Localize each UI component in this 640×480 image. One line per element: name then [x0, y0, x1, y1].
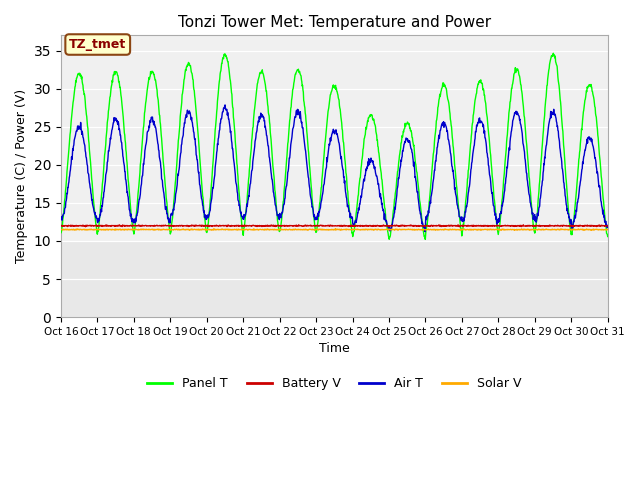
Air T — [421, 228, 429, 234]
Battery V — [420, 223, 428, 229]
Solar V — [491, 227, 499, 232]
Air T — [179, 135, 186, 141]
Battery V — [604, 223, 612, 229]
Solar V — [540, 227, 547, 233]
Air T — [540, 168, 547, 173]
Battery V — [82, 224, 90, 229]
Panel T — [419, 226, 427, 232]
Battery V — [492, 223, 499, 229]
Battery V — [179, 224, 187, 229]
Air T — [420, 224, 428, 230]
Panel T — [491, 201, 499, 207]
Panel T — [604, 234, 612, 240]
Solar V — [420, 227, 428, 233]
Solar V — [332, 226, 339, 231]
Air T — [240, 212, 248, 217]
Bar — [61, 241, 608, 317]
Line: Battery V: Battery V — [61, 225, 608, 227]
Solar V — [240, 227, 248, 232]
Panel T — [165, 225, 173, 231]
Air T — [221, 102, 229, 108]
Panel T — [240, 226, 248, 232]
Air T — [165, 216, 173, 222]
X-axis label: Time: Time — [319, 342, 349, 356]
Line: Air T: Air T — [61, 105, 608, 231]
Line: Solar V: Solar V — [61, 228, 608, 230]
Solar V — [165, 227, 173, 232]
Line: Panel T: Panel T — [61, 53, 608, 240]
Legend: Panel T, Battery V, Air T, Solar V: Panel T, Battery V, Air T, Solar V — [142, 372, 526, 396]
Panel T — [179, 91, 186, 96]
Air T — [604, 223, 612, 229]
Text: TZ_tmet: TZ_tmet — [69, 38, 126, 51]
Panel T — [550, 50, 557, 56]
Air T — [57, 216, 65, 221]
Panel T — [57, 230, 65, 236]
Solar V — [179, 227, 186, 232]
Panel T — [422, 237, 429, 242]
Battery V — [240, 223, 248, 229]
Solar V — [57, 227, 65, 232]
Battery V — [435, 222, 443, 228]
Battery V — [540, 223, 547, 228]
Title: Tonzi Tower Met: Temperature and Power: Tonzi Tower Met: Temperature and Power — [178, 15, 491, 30]
Y-axis label: Temperature (C) / Power (V): Temperature (C) / Power (V) — [15, 89, 28, 264]
Air T — [492, 213, 499, 218]
Battery V — [166, 223, 173, 229]
Solar V — [604, 227, 612, 232]
Battery V — [57, 223, 65, 228]
Solar V — [511, 228, 518, 233]
Panel T — [540, 131, 547, 137]
